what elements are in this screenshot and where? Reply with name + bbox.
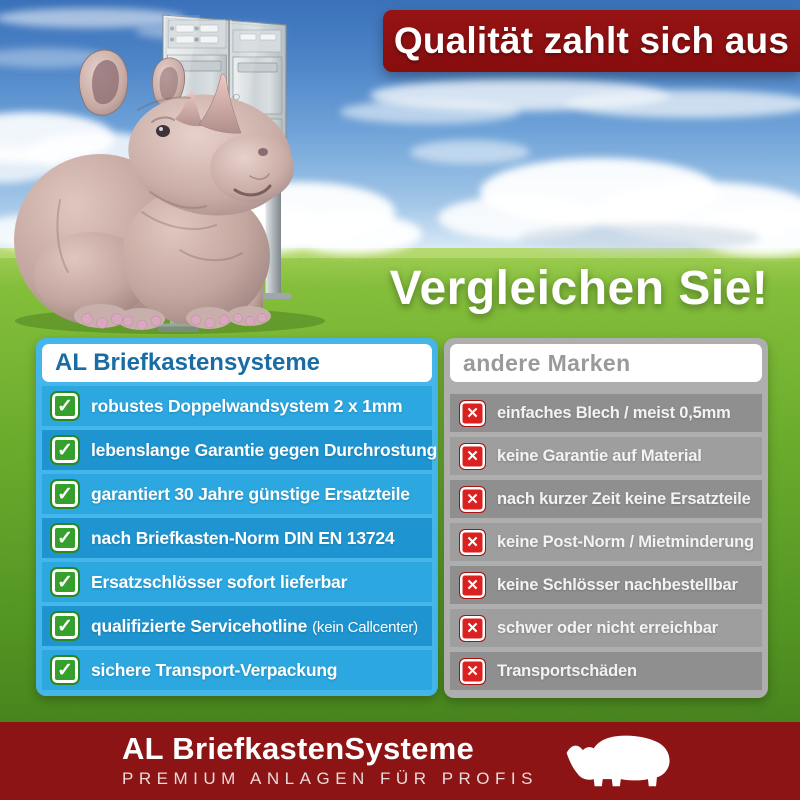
- check-icon: ✓: [50, 435, 80, 465]
- brand-title: AL BriefkastenSysteme: [122, 731, 475, 767]
- drawback-row: ✕ nach kurzer Zeit keine Ersatzteile: [450, 480, 762, 518]
- drawback-row: ✕ Transportschäden: [450, 652, 762, 690]
- x-icon: ✕: [459, 657, 486, 685]
- drawback-row: ✕ keine Post-Norm / Mietminderung: [450, 523, 762, 561]
- benefits-panel: AL Briefkastensysteme ✓ robustes Doppelw…: [36, 338, 438, 696]
- drawback-row: ✕ keine Schlösser nachbestellbar: [450, 566, 762, 604]
- drawback-text: schwer oder nicht erreichbar: [497, 618, 718, 637]
- brand-block: AL BriefkastenSysteme PREMIUM ANLAGEN FÜ…: [122, 733, 538, 789]
- drawback-text: keine Post-Norm / Mietminderung: [497, 532, 754, 551]
- benefit-row: ✓ robustes Doppelwandsystem 2 x 1mm: [42, 386, 432, 426]
- quality-banner-text: Qualität zahlt sich aus: [393, 20, 790, 61]
- drawbacks-list: ✕ einfaches Blech / meist 0,5mm ✕ keine …: [450, 394, 762, 690]
- drawbacks-panel: andere Marken ✕ einfaches Blech / meist …: [444, 338, 768, 698]
- benefit-row: ✓ lebenslange Garantie gegen Durchrostun…: [42, 430, 437, 470]
- benefit-row: ✓ garantiert 30 Jahre günstige Ersatztei…: [42, 474, 432, 514]
- benefit-note: (kein Callcenter): [312, 618, 418, 636]
- x-icon: ✕: [459, 442, 486, 470]
- x-icon: ✕: [459, 571, 486, 599]
- benefit-row: ✓ Ersatzschlösser sofort lieferbar: [42, 562, 432, 602]
- check-icon: ✓: [50, 655, 80, 685]
- drawback-text: keine Schlösser nachbestellbar: [497, 575, 738, 594]
- x-icon: ✕: [459, 485, 486, 513]
- drawback-row: ✕ einfaches Blech / meist 0,5mm: [450, 394, 762, 432]
- compare-headline: Vergleichen Sie!: [389, 262, 769, 315]
- check-icon: ✓: [50, 479, 80, 509]
- scene-illustration: [0, 8, 800, 334]
- benefit-text: sichere Transport-Verpackung: [91, 659, 338, 680]
- benefit-text: lebenslange Garantie gegen Durchrostung: [91, 439, 438, 460]
- drawback-row: ✕ keine Garantie auf Material: [450, 437, 762, 475]
- brand-footer: AL BriefkastenSysteme PREMIUM ANLAGEN FÜ…: [0, 722, 800, 800]
- check-icon: ✓: [50, 523, 80, 553]
- quality-banner: Qualität zahlt sich aus: [383, 10, 800, 72]
- drawbacks-panel-title: andere Marken: [450, 344, 762, 382]
- drawback-text: Transportschäden: [497, 661, 637, 680]
- benefit-text: robustes Doppelwandsystem 2 x 1mm: [91, 395, 403, 416]
- x-icon: ✕: [459, 614, 486, 642]
- benefits-panel-title: AL Briefkastensysteme: [42, 344, 432, 382]
- drawback-text: keine Garantie auf Material: [497, 446, 702, 465]
- benefit-text: garantiert 30 Jahre günstige Ersatzteile: [91, 483, 410, 504]
- benefit-text: Ersatzschlösser sofort lieferbar: [91, 571, 348, 592]
- drawback-text: einfaches Blech / meist 0,5mm: [497, 403, 731, 422]
- rhino-illustration: [14, 49, 325, 334]
- benefit-row: ✓ nach Briefkasten-Norm DIN EN 13724: [42, 518, 432, 558]
- benefit-text: nach Briefkasten-Norm DIN EN 13724: [91, 527, 395, 548]
- brand-tagline: PREMIUM ANLAGEN FÜR PROFIS: [122, 768, 538, 788]
- benefits-list: ✓ robustes Doppelwandsystem 2 x 1mm ✓ le…: [42, 386, 437, 690]
- benefit-text: qualifizierte Servicehotline (kein Callce…: [91, 615, 418, 636]
- x-icon: ✕: [459, 528, 486, 556]
- rhino-silhouette-icon: [566, 735, 670, 787]
- benefit-row: ✓ qualifizierte Servicehotline (kein Call…: [42, 606, 432, 646]
- benefit-row: ✓ sichere Transport-Verpackung: [42, 650, 432, 690]
- drawback-text: nach kurzer Zeit keine Ersatzteile: [497, 489, 751, 508]
- check-icon: ✓: [50, 567, 80, 597]
- drawback-row: ✕ schwer oder nicht erreichbar: [450, 609, 762, 647]
- check-icon: ✓: [50, 391, 80, 421]
- check-icon: ✓: [50, 611, 80, 641]
- x-icon: ✕: [459, 399, 486, 427]
